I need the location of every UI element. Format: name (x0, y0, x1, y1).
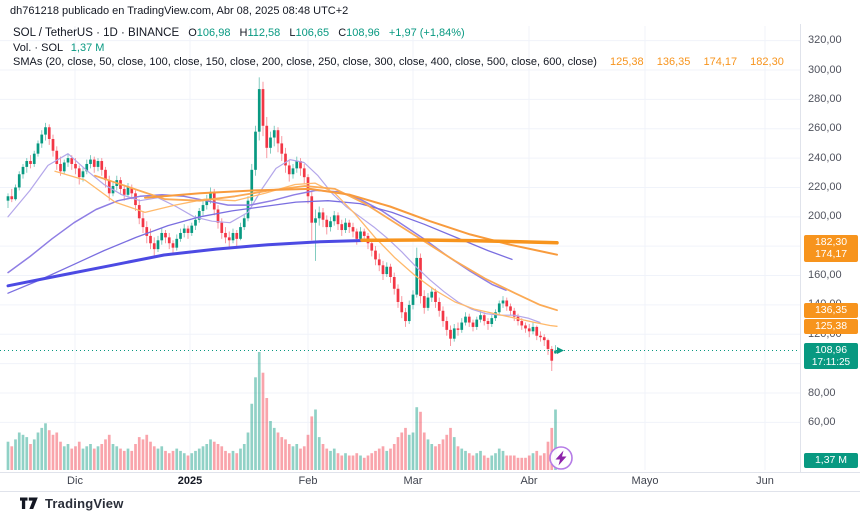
bar-countdown: 17:11:25 (811, 357, 851, 369)
sma-50-purple (7, 189, 507, 291)
price-tick-label: 160,00 (808, 269, 842, 282)
last-price-value: 108,96 (814, 344, 848, 357)
sma-value-2: 136,35 (656, 56, 691, 68)
price-tick-label: 220,00 (808, 180, 842, 193)
price-tick-label: 240,00 (808, 151, 842, 164)
symbol-title: SOL / TetherUS · 1D · BINANCE (13, 27, 180, 39)
time-axis-label: Mar (403, 475, 423, 487)
boost-button[interactable] (549, 446, 573, 470)
change-value: +1,97 (+1,84%) (388, 27, 465, 39)
time-axis-label: Abr (520, 475, 538, 487)
close-value: 108,96 (346, 27, 380, 39)
time-axis-label: Mayo (631, 475, 659, 487)
high-label: H (239, 27, 248, 39)
sma-value-1: 125,38 (610, 56, 644, 68)
price-tick-label: 80,00 (808, 386, 836, 399)
last-price-badge: 108,96 17:11:25 (804, 343, 858, 370)
footer-branding: TradingView (20, 496, 124, 511)
close-label: C (338, 27, 347, 39)
volume-value: 1,37 M (70, 41, 105, 54)
price-tick-label: 320,00 (808, 34, 842, 47)
price-tick-label: 280,00 (808, 92, 842, 105)
grid-layer (0, 26, 800, 470)
sma-slow-orange (144, 187, 558, 256)
volume-badge: 1,37 M (804, 453, 858, 468)
price-tick-label: 260,00 (808, 122, 842, 135)
price-tick-label: 60,00 (808, 415, 836, 428)
candlestick-series (6, 77, 557, 371)
sma-value-3: 174,17 (703, 56, 738, 68)
high-value: 112,58 (247, 27, 281, 39)
open-value: 106,98 (196, 27, 231, 39)
time-axis-label: Jun (756, 475, 774, 487)
sma-settings-label: SMAs (20, close, 50, close, 100, close, … (13, 56, 597, 68)
volume-label: Vol. · SOL (13, 41, 63, 54)
attribution-line: dh761218 publicado en TradingView.com, A… (10, 5, 349, 17)
low-value: 106,65 (295, 27, 330, 39)
sma-600-orange (360, 238, 559, 245)
legend-sma-row[interactable]: SMAs (20, close, 50, close, 100, close, … (13, 55, 784, 70)
sma-price-badge: 174,17 (804, 247, 858, 263)
last-price-arrow (557, 346, 564, 354)
time-axis[interactable]: Dic 2025 Feb Mar Abr Mayo Jun (0, 472, 860, 492)
sma-mid-orange (94, 174, 558, 312)
legend-symbol-row[interactable]: SOL / TetherUS · 1D · BINANCE O106,98 H1… (13, 26, 784, 41)
sma-value-4: 182,30 (750, 56, 784, 68)
sma-price-badge: 136,35 (804, 302, 858, 318)
legend-volume-row[interactable]: Vol. · SOL 1,37 M (13, 41, 784, 56)
price-tick-label: 300,00 (808, 63, 842, 76)
chart-legend: SOL / TetherUS · 1D · BINANCE O106,98 H1… (13, 26, 784, 70)
price-tick-label: 200,00 (808, 210, 842, 223)
sma-price-badge: 125,38 (804, 318, 858, 334)
sma-fast-orange (54, 170, 558, 327)
open-label: O (188, 27, 197, 39)
tradingview-brand-text[interactable]: TradingView (45, 496, 124, 511)
price-axis[interactable]: 320,00 300,00 280,00 260,00 240,00 220,00 200,… (800, 24, 860, 490)
tradingview-logo-icon (20, 497, 38, 509)
sma-200-blue (6, 238, 374, 288)
sma-price-badge: 182,30 (804, 235, 858, 251)
low-label: L (289, 27, 296, 39)
time-axis-label: Dic (67, 475, 83, 487)
sma-100-purple (7, 200, 513, 294)
sma-20-purple (7, 153, 541, 324)
time-axis-label: 2025 (177, 475, 203, 487)
time-axis-label: Feb (298, 475, 318, 487)
volume-series (6, 352, 557, 470)
